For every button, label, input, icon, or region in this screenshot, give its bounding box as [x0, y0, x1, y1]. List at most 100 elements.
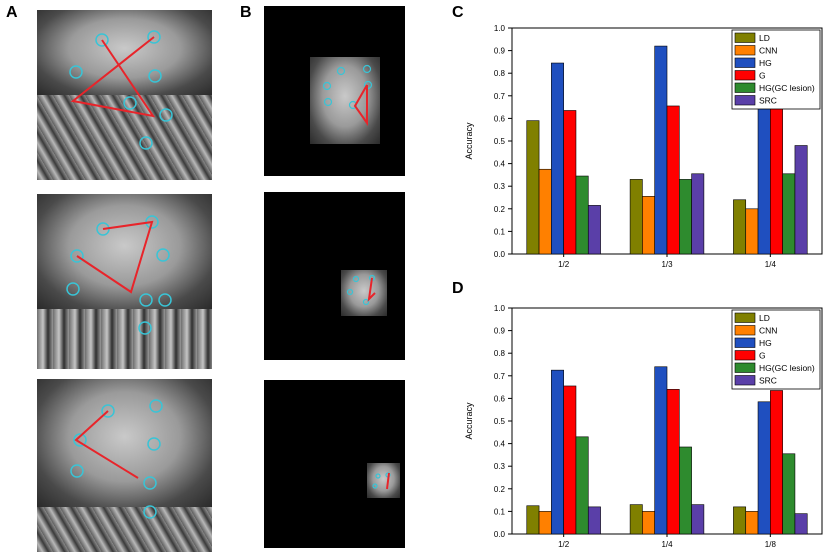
texture-image-2 — [37, 309, 212, 369]
bar-hg-gc-lesion--1 — [679, 179, 692, 255]
bar-hg-gc-lesion--0 — [575, 175, 589, 255]
legend-label: HG(GC lesion) — [759, 363, 815, 373]
keypoint-marker — [73, 433, 87, 447]
bar-src-1 — [691, 504, 705, 535]
y-tick-label: 0.2 — [494, 205, 506, 214]
geometry-lines-b — [353, 84, 390, 490]
bar-ld-0 — [526, 120, 540, 255]
y-tick-label: 0.2 — [494, 485, 506, 494]
y-tick-label: 0.5 — [494, 417, 506, 426]
y-tick-label: 0.7 — [494, 372, 506, 381]
triangle-line-b1 — [353, 84, 368, 127]
legend-swatch — [734, 57, 756, 68]
bar-hg-gc-lesion--1 — [679, 446, 692, 535]
legend-swatch — [734, 325, 756, 336]
keypoint-marker — [138, 321, 152, 335]
legend-box — [731, 309, 821, 390]
panel-label-a: A — [6, 4, 18, 21]
keypoint-marker — [372, 483, 378, 489]
face-image-2 — [37, 194, 212, 309]
keypoint-marker — [148, 69, 162, 83]
triangle-line-b3 — [386, 472, 390, 490]
legend-label: G — [759, 71, 766, 81]
legend-label: HG — [759, 338, 772, 348]
scaled-face-3 — [367, 463, 400, 498]
bar-ld-1 — [629, 179, 643, 255]
legend-swatch — [734, 32, 756, 43]
bar-ld-1 — [629, 504, 643, 535]
keypoint-marker — [123, 96, 137, 110]
legend-label: HG — [759, 58, 772, 68]
legend-label: G — [759, 351, 766, 361]
legend-swatch — [734, 70, 756, 81]
bar-hg-gc-lesion--2 — [782, 173, 796, 255]
bar-ld-0 — [526, 505, 540, 535]
keypoint-marker — [95, 33, 109, 47]
bar-ld-2 — [733, 199, 747, 255]
bar-hg-2 — [757, 401, 771, 535]
y-tick-label: 0.9 — [494, 327, 506, 336]
bar-hg-0 — [551, 369, 564, 535]
legend-swatch — [734, 375, 756, 386]
keypoint-marker — [158, 293, 172, 307]
accuracy-chart-c: 0.0 0.1 0.2 0.3 0.4 0.5 0.6 0.7 0.8 0.9 1.0 Accurac… — [464, 24, 823, 269]
legend-label: LD — [759, 313, 770, 323]
bar-src-2 — [794, 513, 808, 535]
keypoint-marker — [322, 81, 332, 91]
x-tick-label: 1/4 — [765, 260, 777, 269]
bar-src-0 — [587, 506, 601, 535]
y-tick-label: 0.6 — [494, 114, 506, 123]
legend-label: HG(GC lesion) — [759, 83, 815, 93]
keypoint-marker — [143, 476, 157, 490]
keypoint-marker — [346, 288, 354, 296]
keypoint-marker — [336, 66, 346, 76]
accuracy-chart-d: 0.0 0.1 0.2 0.3 0.4 0.5 0.6 0.7 0.8 0.9 1.0 Accurac… — [464, 304, 823, 549]
legend-swatch — [734, 82, 756, 93]
legend-swatch — [734, 337, 756, 348]
bar-hg-1 — [654, 366, 668, 535]
y-tick-label: 1.0 — [494, 304, 506, 313]
bar-src-0 — [587, 205, 601, 255]
bar-hg-gc-lesion--2 — [782, 453, 796, 535]
bar-ld-2 — [733, 506, 747, 535]
y-tick-label: 1.0 — [494, 24, 506, 33]
keypoint-markers-b — [322, 64, 391, 489]
y-tick-label: 0.0 — [494, 530, 506, 539]
keypoint-marker — [156, 248, 170, 262]
face-image-3 — [37, 379, 212, 507]
x-tick-label: 1/2 — [558, 540, 570, 549]
y-tick-label: 0.9 — [494, 47, 506, 56]
keypoint-marker — [143, 505, 157, 519]
bar-g-2 — [770, 390, 783, 535]
y-tick-label: 0.7 — [494, 92, 506, 101]
x-tick-label: 1/2 — [558, 260, 570, 269]
bar-src-1 — [691, 173, 705, 255]
legend-label: SRC — [759, 376, 777, 386]
keypoint-marker — [375, 473, 381, 479]
scaled-face-2 — [341, 270, 387, 316]
y-tick-label: 0.3 — [494, 462, 506, 471]
y-tick-label: 0.4 — [494, 440, 506, 449]
bar-hg-0 — [551, 62, 564, 255]
keypoint-marker — [101, 404, 115, 418]
bar-cnn-2 — [745, 511, 759, 535]
legend-label: SRC — [759, 96, 777, 106]
y-axis-label: Accuracy — [464, 402, 474, 440]
texture-image-1 — [37, 95, 212, 180]
y-tick-label: 0.1 — [494, 227, 506, 236]
keypoint-marker — [139, 293, 153, 307]
y-tick-label: 0.5 — [494, 137, 506, 146]
face-image-1 — [37, 10, 212, 95]
bar-cnn-2 — [745, 208, 759, 255]
legend-label: LD — [759, 33, 770, 43]
keypoint-marker — [69, 65, 83, 79]
x-tick-label: 1/4 — [661, 540, 673, 549]
y-tick-label: 0.1 — [494, 507, 506, 516]
legend-swatch — [734, 95, 756, 106]
triangle-line-b2 — [367, 277, 376, 302]
y-tick-label: 0.4 — [494, 160, 506, 169]
bar-hg-gc-lesion--0 — [575, 436, 589, 535]
keypoint-marker — [139, 136, 153, 150]
y-tick-label: 0.0 — [494, 250, 506, 259]
